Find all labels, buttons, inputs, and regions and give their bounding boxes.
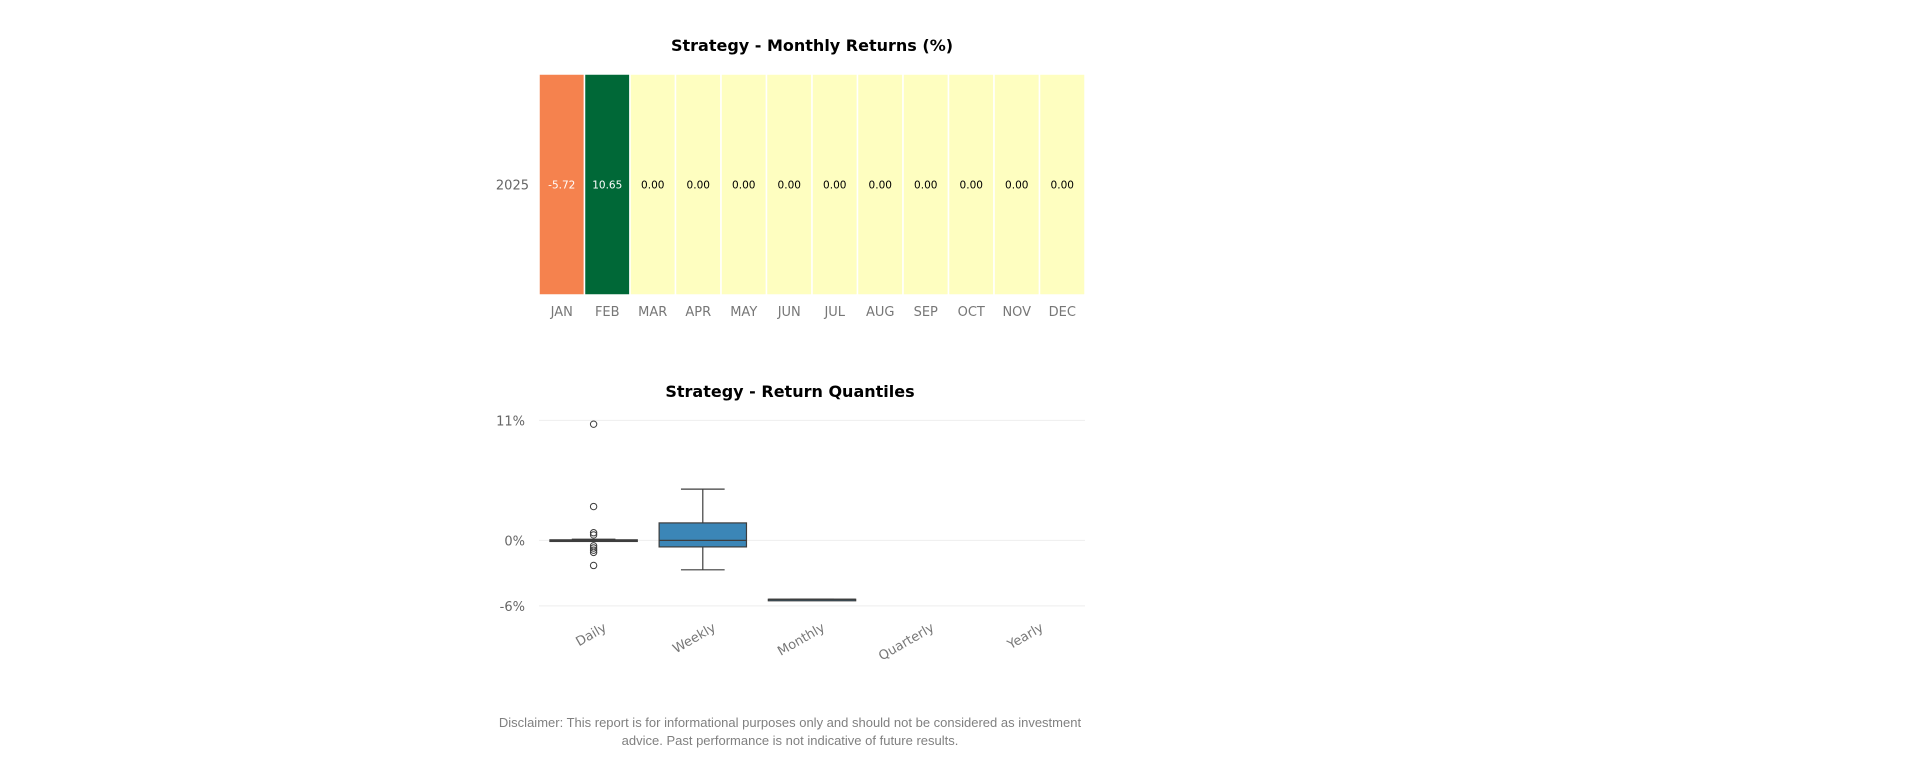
outlier-point — [589, 546, 598, 554]
outlier-point — [589, 561, 598, 570]
heatmap-cell — [538, 73, 586, 296]
heatmap-cell-value: 0.00 — [960, 180, 983, 192]
heatmap-cell — [1038, 73, 1086, 296]
outlier-point — [589, 529, 598, 537]
heatmap-month-label: JUL — [823, 305, 845, 320]
heatmap-month-label: NOV — [1002, 305, 1031, 320]
outlier-point — [589, 502, 598, 511]
outlier-point — [589, 420, 598, 428]
box-iqr — [658, 522, 748, 548]
quantiles-title: Strategy - Return Quantiles — [665, 382, 915, 401]
heatmap-cell-value: 0.00 — [778, 180, 801, 192]
y-tick-label: 11% — [496, 414, 525, 429]
heatmap-month-label: SEP — [914, 305, 938, 320]
outlier-point — [589, 531, 598, 539]
disclaimer-text: Disclaimer: This report is for informati… — [498, 715, 1082, 748]
heatmap-cell — [765, 73, 813, 296]
heatmap-month-label: MAY — [730, 305, 757, 320]
heatmap-cell-value: 0.00 — [823, 180, 846, 192]
heatmap-cell-value: 0.00 — [1005, 180, 1028, 192]
x-category-label: Weekly — [671, 620, 719, 657]
y-tick-label: 0% — [504, 534, 525, 549]
heatmap-month-label: JAN — [550, 305, 573, 320]
x-category-label: Yearly — [1004, 620, 1046, 653]
heatmap-cell — [583, 73, 631, 296]
heatmap-month-label: AUG — [866, 305, 894, 320]
heatmap-cell-value: 0.00 — [687, 180, 710, 192]
x-category-label: Monthly — [775, 620, 828, 659]
heatmap-row-label: 2025 — [496, 179, 529, 194]
outlier-point — [589, 544, 598, 552]
x-category-label: Daily — [573, 620, 609, 650]
heatmap-month-label: DEC — [1049, 305, 1076, 320]
heatmap-cell-value: 0.00 — [914, 180, 937, 192]
heatmap-month-label: OCT — [958, 305, 985, 320]
heatmap-cell — [629, 73, 677, 296]
heatmap-cell-value: 0.00 — [732, 180, 755, 192]
heatmap-cell — [811, 73, 859, 296]
heatmap-cell — [993, 73, 1041, 296]
heatmap-month-label: JUN — [777, 305, 801, 320]
heatmap-cell — [856, 73, 904, 296]
outlier-point — [589, 548, 598, 557]
heatmap-cell-value: 0.00 — [641, 180, 664, 192]
box-monthly — [767, 598, 857, 602]
return-quantiles-boxplot: -6% 0% 11% Daily Weekly Monthly Quarterly Yearl… — [496, 414, 1085, 664]
heatmap-cell-value: 10.65 — [592, 180, 622, 192]
box-daily — [549, 420, 638, 570]
heatmap-title: Strategy - Monthly Returns (%) — [670, 36, 954, 55]
heatmap-cell — [902, 73, 950, 296]
heatmap-month-label: MAR — [638, 305, 667, 320]
y-tick-label: -6% — [500, 600, 525, 615]
heatmap-cell — [720, 73, 768, 296]
box-weekly — [658, 488, 748, 571]
x-category-label: Quarterly — [876, 620, 937, 664]
heatmap-cell-value: 0.00 — [869, 180, 892, 192]
heatmap-cell — [947, 73, 995, 296]
heatmap-month-label: APR — [685, 305, 711, 320]
heatmap-month-label: FEB — [595, 305, 620, 320]
monthly-returns-heatmap: 2025 -5.72 10.65 0.00 0.00 0.00 0.00 0.00 0.00 0.… — [496, 73, 1086, 320]
heatmap-cell-value: 0.00 — [1051, 180, 1074, 192]
heatmap-cell-value: -5.72 — [548, 180, 575, 192]
